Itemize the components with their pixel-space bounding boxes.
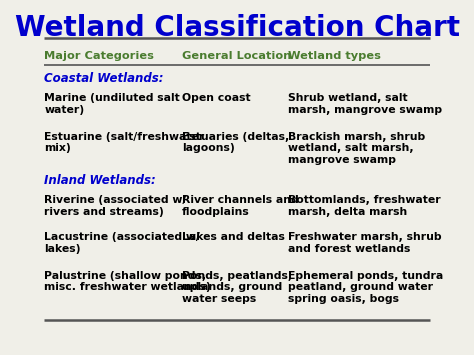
Text: Lakes and deltas: Lakes and deltas	[182, 232, 285, 242]
Text: General Location: General Location	[182, 51, 292, 61]
Text: Wetland types: Wetland types	[288, 51, 381, 61]
Text: Open coast: Open coast	[182, 93, 251, 103]
Text: Brackish marsh, shrub
wetland, salt marsh,
mangrove swamp: Brackish marsh, shrub wetland, salt mars…	[288, 132, 425, 165]
Text: River channels and
floodplains: River channels and floodplains	[182, 195, 299, 217]
Text: Estuarine (salt/freshwater
mix): Estuarine (salt/freshwater mix)	[44, 132, 204, 153]
Text: Lacustrine (associated w/
lakes): Lacustrine (associated w/ lakes)	[44, 232, 200, 254]
Text: Marine (undiluted salt
water): Marine (undiluted salt water)	[44, 93, 180, 115]
Text: Inland Wetlands:: Inland Wetlands:	[44, 174, 156, 187]
Text: Riverine (associated w/
rivers and streams): Riverine (associated w/ rivers and strea…	[44, 195, 187, 217]
Text: Palustrine (shallow ponds,
misc. freshwater wetlands): Palustrine (shallow ponds, misc. freshwa…	[44, 271, 211, 293]
Text: Wetland Classification Chart: Wetland Classification Chart	[15, 14, 459, 42]
Text: Estuaries (deltas,
lagoons): Estuaries (deltas, lagoons)	[182, 132, 289, 153]
Text: Ponds, peatlands,
uplands, ground
water seeps: Ponds, peatlands, uplands, ground water …	[182, 271, 292, 304]
Text: Ephemeral ponds, tundra
peatland, ground water
spring oasis, bogs: Ephemeral ponds, tundra peatland, ground…	[288, 271, 443, 304]
Text: Coastal Wetlands:: Coastal Wetlands:	[44, 72, 164, 85]
Text: Major Categories: Major Categories	[44, 51, 154, 61]
Text: Bottomlands, freshwater
marsh, delta marsh: Bottomlands, freshwater marsh, delta mar…	[288, 195, 441, 217]
Text: Freshwater marsh, shrub
and forest wetlands: Freshwater marsh, shrub and forest wetla…	[288, 232, 442, 254]
Text: Shrub wetland, salt
marsh, mangrove swamp: Shrub wetland, salt marsh, mangrove swam…	[288, 93, 442, 115]
